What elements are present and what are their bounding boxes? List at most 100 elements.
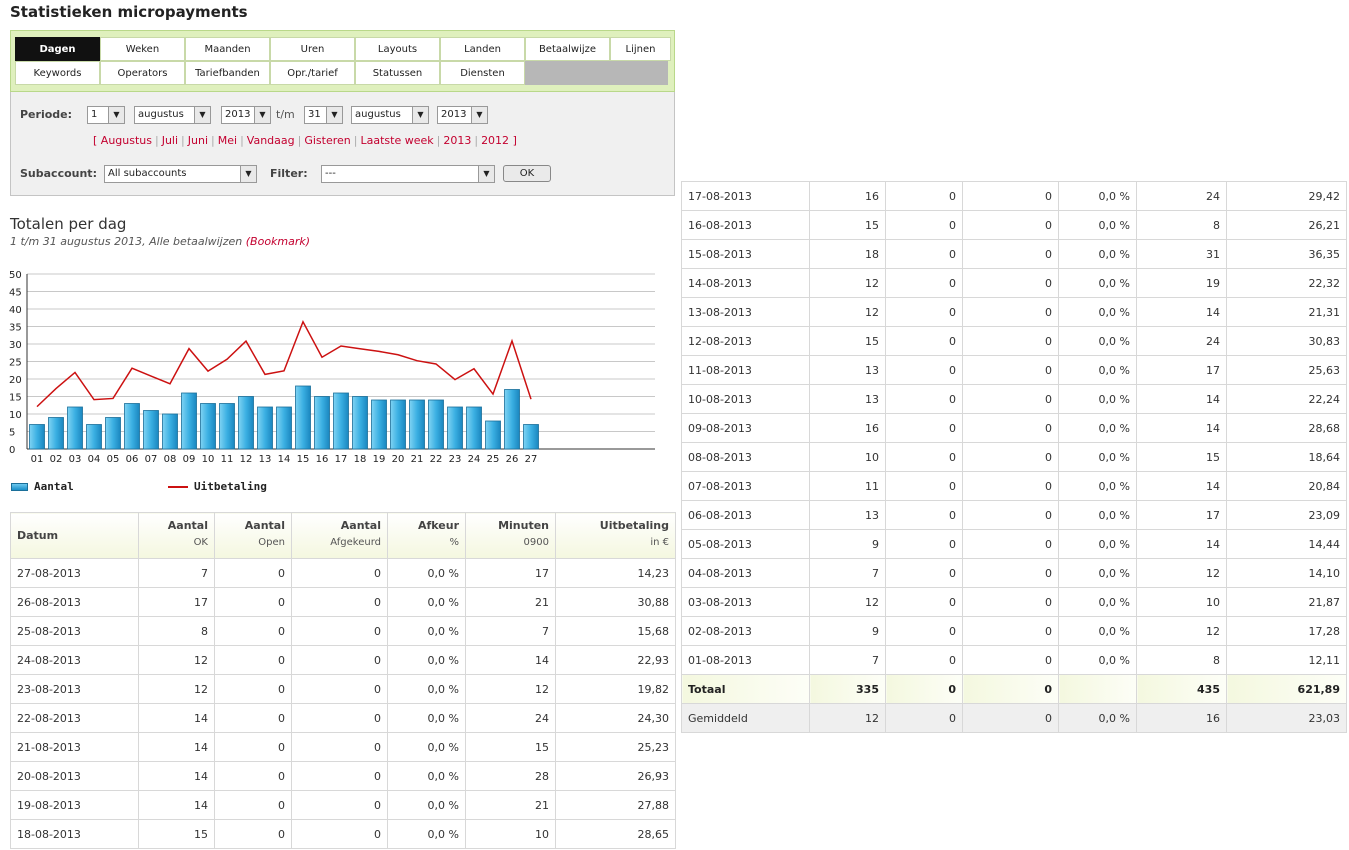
- daily-totals-table: Datum Aantal OK Aantal Open Aantal Afgekeurd Af…: [10, 512, 676, 849]
- cell-uitbetaling: 27,88: [555, 790, 676, 820]
- ok-button[interactable]: OK: [503, 165, 551, 182]
- y-tick-label: 50: [9, 270, 22, 281]
- cell-aantal-afgekeurd: 0: [291, 558, 388, 588]
- cell-datum: 03-08-2013: [681, 587, 810, 617]
- cell-minuten: 10: [1136, 587, 1227, 617]
- cell-uitbetaling: 26,21: [1226, 210, 1347, 240]
- chevron-down-icon: ▼: [412, 107, 428, 123]
- cell-aantal-ok: 14: [138, 703, 215, 733]
- filter-select[interactable]: --- ▼: [321, 165, 495, 183]
- cell-minuten: 7: [465, 616, 556, 646]
- from-day-select[interactable]: 1 ▼: [87, 106, 125, 124]
- tab-keywords[interactable]: Keywords: [15, 61, 100, 85]
- cell-datum: 23-08-2013: [10, 674, 139, 704]
- cell-uitbetaling: 14,23: [555, 558, 676, 588]
- cell-uitbetaling: 36,35: [1226, 239, 1347, 269]
- cell-uitbetaling: 24,30: [555, 703, 676, 733]
- cell-afkeur: 0,0 %: [387, 732, 466, 762]
- from-year-select[interactable]: 2013 ▼: [221, 106, 271, 124]
- cell-aantal-afgekeurd: 0: [291, 761, 388, 791]
- cell-uitbetaling: 14,10: [1226, 558, 1347, 588]
- tab-layouts[interactable]: Layouts: [355, 37, 440, 61]
- cell-aantal-ok: 12: [138, 674, 215, 704]
- quicklink-juni[interactable]: Juni: [187, 134, 209, 147]
- header-sublabel: Open: [258, 537, 285, 548]
- filter-value: ---: [325, 168, 336, 179]
- cell-datum: 21-08-2013: [10, 732, 139, 762]
- to-year-select[interactable]: 2013 ▼: [437, 106, 488, 124]
- to-day-select[interactable]: 31 ▼: [304, 106, 343, 124]
- quicklink-gisteren[interactable]: Gisteren: [304, 134, 351, 147]
- cell-aantal-ok: 15: [138, 819, 215, 849]
- cell-aantal-afgekeurd: 0: [962, 500, 1059, 530]
- cell-minuten: 8: [1136, 210, 1227, 240]
- tab-uren[interactable]: Uren: [270, 37, 355, 61]
- tab-tariefbanden[interactable]: Tariefbanden: [185, 61, 270, 85]
- tab-weken[interactable]: Weken: [100, 37, 185, 61]
- tab-operators[interactable]: Operators: [100, 61, 185, 85]
- subtitle-text: 1 t/m 31 augustus 2013, Alle betaalwijze…: [10, 235, 243, 248]
- cell-uitbetaling: 21,31: [1226, 297, 1347, 327]
- header-label: Afkeur: [417, 519, 459, 532]
- cell-minuten: 24: [465, 703, 556, 733]
- tab-landen[interactable]: Landen: [440, 37, 525, 61]
- quicklink-augustus[interactable]: Augustus: [100, 134, 152, 147]
- cell-aantal-afgekeurd: 0: [962, 645, 1059, 675]
- from-month-select[interactable]: augustus ▼: [134, 106, 211, 124]
- from-day-value: 1: [91, 109, 98, 120]
- quicklink-2013[interactable]: 2013: [443, 134, 472, 147]
- tab-statussen[interactable]: Statussen: [355, 61, 440, 85]
- subaccount-select[interactable]: All subaccounts ▼: [104, 165, 257, 183]
- tab-dagen[interactable]: Dagen: [15, 37, 100, 61]
- x-tick-label: 12: [240, 454, 253, 465]
- column-header-aantal-ok: Aantal OK: [138, 512, 215, 559]
- chevron-down-icon: ▼: [240, 166, 256, 182]
- x-tick-label: 25: [487, 454, 500, 465]
- bar-aantal: [48, 417, 64, 450]
- x-tick-label: 04: [88, 454, 101, 465]
- quicklink-juli[interactable]: Juli: [161, 134, 179, 147]
- section-subtitle: 1 t/m 31 augustus 2013, Alle betaalwijze…: [10, 235, 310, 248]
- y-tick-label: 0: [9, 445, 15, 456]
- cell-datum: 06-08-2013: [681, 500, 810, 530]
- cell-aantal-open: 0: [214, 761, 292, 791]
- cell-minuten: 16: [1136, 703, 1227, 733]
- bracket-open: [: [93, 134, 98, 147]
- chevron-down-icon: ▼: [471, 107, 487, 123]
- cell-aantal-afgekeurd: 0: [962, 297, 1059, 327]
- tab-diensten[interactable]: Diensten: [440, 61, 525, 85]
- cell-aantal-ok: 15: [809, 326, 886, 356]
- tab-maanden[interactable]: Maanden: [185, 37, 270, 61]
- cell-aantal-open: 0: [214, 645, 292, 675]
- table-row: 13-08-2013 12 0 0 0,0 % 14 21,31: [681, 297, 1347, 327]
- quicklink-2012[interactable]: 2012: [481, 134, 510, 147]
- header-sublabel: 0900: [523, 537, 549, 548]
- table-row: 20-08-2013 14 0 0 0,0 % 28 26,93: [10, 761, 676, 791]
- tab-opr-tarief[interactable]: Opr./tarief: [270, 61, 355, 85]
- quicklink-laatste-week[interactable]: Laatste week: [360, 134, 434, 147]
- cell-uitbetaling: 18,64: [1226, 442, 1347, 472]
- cell-aantal-open: 0: [885, 587, 963, 617]
- quicklink-mei[interactable]: Mei: [217, 134, 238, 147]
- to-month-select[interactable]: augustus ▼: [351, 106, 429, 124]
- y-tick-label: 5: [9, 428, 15, 439]
- cell-aantal-afgekeurd: 0: [962, 587, 1059, 617]
- y-tick-label: 20: [9, 375, 22, 386]
- bookmark-link[interactable]: (Bookmark): [245, 235, 311, 248]
- tab-betaalwijze[interactable]: Betaalwijze: [525, 37, 610, 61]
- report-tabs: Dagen Weken Maanden Uren Layouts Landen Betaal…: [10, 30, 675, 92]
- cell-uitbetaling: 20,84: [1226, 471, 1347, 501]
- cell-aantal-ok: 17: [138, 587, 215, 617]
- cell-minuten: 28: [465, 761, 556, 791]
- tab-lijnen[interactable]: Lijnen: [610, 37, 671, 61]
- x-tick-label: 01: [31, 454, 44, 465]
- cell-afkeur: 0,0 %: [1058, 355, 1137, 385]
- cell-aantal-ok: 12: [809, 587, 886, 617]
- quicklink-vandaag[interactable]: Vandaag: [246, 134, 295, 147]
- cell-aantal-afgekeurd: 0: [291, 587, 388, 617]
- cell-datum: 22-08-2013: [10, 703, 139, 733]
- cell-afkeur: 0,0 %: [1058, 326, 1137, 356]
- table-row: 27-08-2013 7 0 0 0,0 % 17 14,23: [10, 558, 676, 588]
- cell-minuten: 19: [1136, 268, 1227, 298]
